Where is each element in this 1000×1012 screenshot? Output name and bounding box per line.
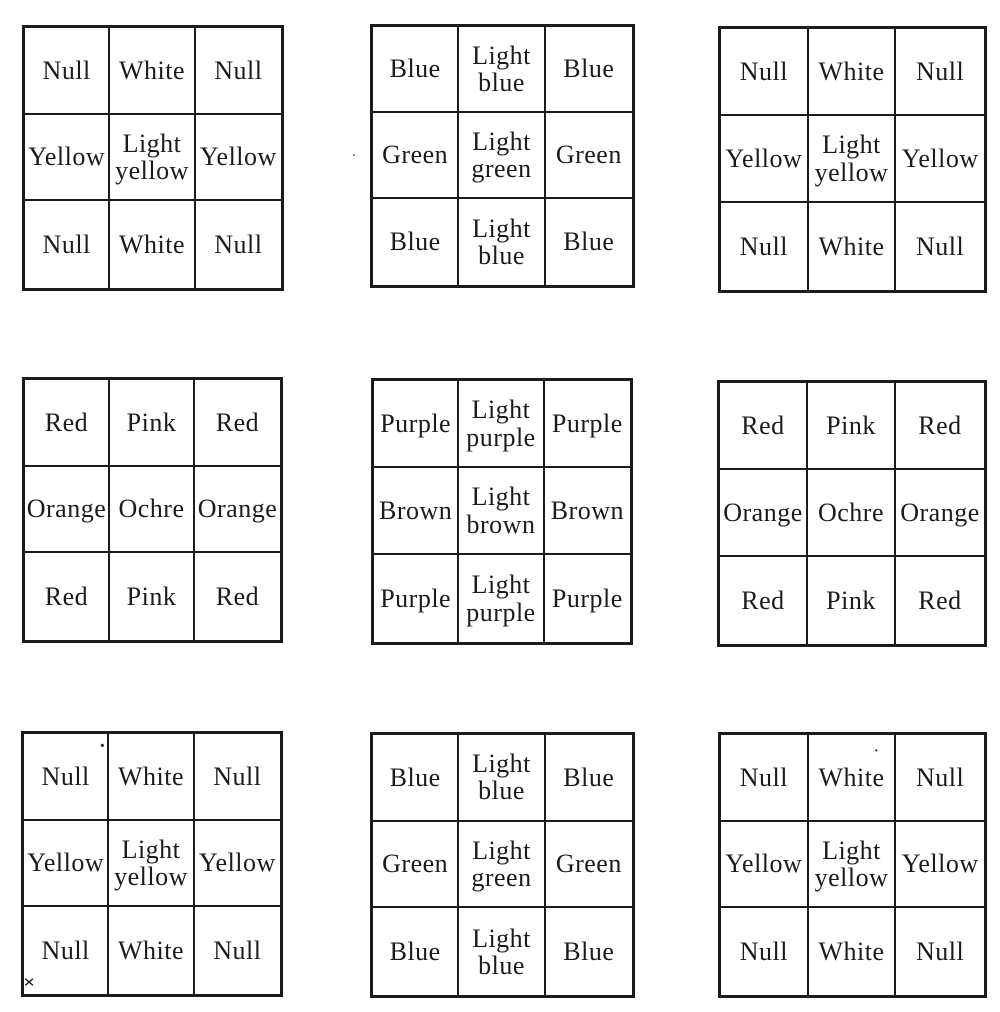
grid-cell: Light yellow xyxy=(109,820,195,908)
grid-cell: Yellow xyxy=(25,114,111,202)
color-grid-bottom-left: Null White Null Yellow Light yellow Yellow Nul… xyxy=(21,731,283,997)
grid-cell: Null xyxy=(213,936,262,966)
grid-cell: Null xyxy=(214,230,263,260)
grid-cell: White xyxy=(110,201,196,288)
grid-cell: Brown xyxy=(544,468,630,555)
grid-cell: White xyxy=(109,907,195,994)
grid-cell: Green xyxy=(373,821,460,909)
grid-cell: Yellow xyxy=(195,115,281,202)
grid-cell: Yellow xyxy=(896,822,984,909)
grid-cell: Blue xyxy=(563,227,615,257)
grid-cell: Red xyxy=(720,557,808,644)
grid-cell: Pink xyxy=(110,380,195,467)
grid-cell: Null xyxy=(721,203,809,290)
grid-cell: Blue xyxy=(373,27,460,113)
grid-cell: Green xyxy=(545,822,632,909)
grid-cell: Blue xyxy=(373,199,460,285)
grid-cell: Pink xyxy=(808,383,896,470)
grid-cell: Null xyxy=(721,908,809,995)
grid-cell: Light blue xyxy=(459,908,546,995)
grid-cell: Red xyxy=(215,582,260,612)
grid-cell: Red xyxy=(195,380,280,467)
color-grid-middle-center: Purple Light purple Purple Brown Light brown… xyxy=(371,378,633,645)
grid-cell: Null xyxy=(25,28,111,115)
color-grid-top-center: Blue Light blue Blue Green Light green Green B… xyxy=(370,24,635,288)
grid-cell: Null xyxy=(195,28,281,115)
grid-cell: Purple xyxy=(544,381,630,468)
grid-cell: Null xyxy=(24,907,110,994)
grid-cell: Null xyxy=(896,735,984,822)
grid-cell: Red xyxy=(918,585,962,615)
grid-cell: White xyxy=(809,908,897,995)
grid-cell: Null xyxy=(896,29,984,116)
grid-cell: Light green xyxy=(459,113,546,199)
grid-cell: Light yellow xyxy=(808,116,897,203)
grid-cell: Ochre xyxy=(110,466,195,554)
grid-cell: Orange xyxy=(896,470,984,557)
grid-cell: Light blue xyxy=(459,27,546,113)
grid-cell: Red xyxy=(25,553,110,640)
grid-cell: Purple xyxy=(374,555,460,642)
grid-cell: White xyxy=(808,735,897,822)
grid-cell: Yellow xyxy=(721,821,809,909)
color-grid-top-left: Null White Null Yellow Light yellow Yellow Nul… xyxy=(22,25,284,291)
grid-cell: Brown xyxy=(374,468,460,555)
grid-cell: Null xyxy=(916,231,965,261)
color-grid-top-right: Null White Null Yellow Light yellow Yellow Nul… xyxy=(718,26,987,293)
grid-cell: White xyxy=(809,203,897,290)
grid-cell: Orange xyxy=(720,470,808,557)
grid-cell: Yellow xyxy=(194,821,280,908)
grid-cell: Ochre xyxy=(808,470,896,557)
grid-cell: Purple xyxy=(374,381,460,468)
grid-cell: Purple xyxy=(551,583,623,613)
grid-cell: Light brown xyxy=(459,468,545,555)
grid-cell: Null xyxy=(25,201,111,288)
grid-cell: Light purple xyxy=(459,381,545,468)
color-grid-bottom-center: Blue Light blue Blue Green Light green Green B… xyxy=(370,732,635,998)
grid-cell: Blue xyxy=(545,735,632,822)
stray-x-mark: × xyxy=(23,972,36,992)
grid-cell: Light yellow xyxy=(808,821,897,909)
grid-cell: Light purple xyxy=(459,555,545,642)
grid-cell: Blue xyxy=(545,27,632,113)
grid-cell: Pink xyxy=(808,557,896,644)
grid-cell: Orange xyxy=(195,467,280,554)
grid-cell: White xyxy=(808,29,897,116)
grid-cell: Orange xyxy=(25,466,110,554)
grid-cell: Blue xyxy=(373,735,460,822)
grid-cell: Yellow xyxy=(896,116,984,203)
grid-cell: Null xyxy=(24,734,110,821)
grid-cell: Light blue xyxy=(459,199,546,285)
grid-cell: Red xyxy=(25,380,110,467)
grid-cell: Null xyxy=(194,734,280,821)
color-grid-middle-right: Red Pink Red Orange Ochre Orange Red Pink Red xyxy=(717,380,987,647)
grid-cell: Red xyxy=(896,383,984,470)
grid-cell: Green xyxy=(545,113,632,199)
color-grid-middle-left: Red Pink Red Orange Ochre Orange Red Pink Red xyxy=(22,377,283,643)
grid-cell: Light green xyxy=(459,821,546,909)
grid-cell: White xyxy=(109,734,195,821)
grid-cell: Yellow xyxy=(721,116,809,203)
grid-cell: Blue xyxy=(563,937,615,967)
grid-cell: Null xyxy=(721,735,809,822)
grid-cell: Light yellow xyxy=(110,114,196,202)
grid-cell: Green xyxy=(373,113,460,199)
grid-cell: Light blue xyxy=(459,735,546,822)
grid-cell: Red xyxy=(720,383,808,470)
grid-cell: Blue xyxy=(373,908,460,995)
color-grid-bottom-right: Null White Null Yellow Light yellow Yellow Nul… xyxy=(718,732,987,998)
grid-cell: Null xyxy=(721,29,809,116)
grid-cell: Null xyxy=(916,937,965,967)
grid-cell: Pink xyxy=(110,553,195,640)
grid-cell: White xyxy=(110,28,196,115)
grid-cell: Yellow xyxy=(24,820,110,908)
